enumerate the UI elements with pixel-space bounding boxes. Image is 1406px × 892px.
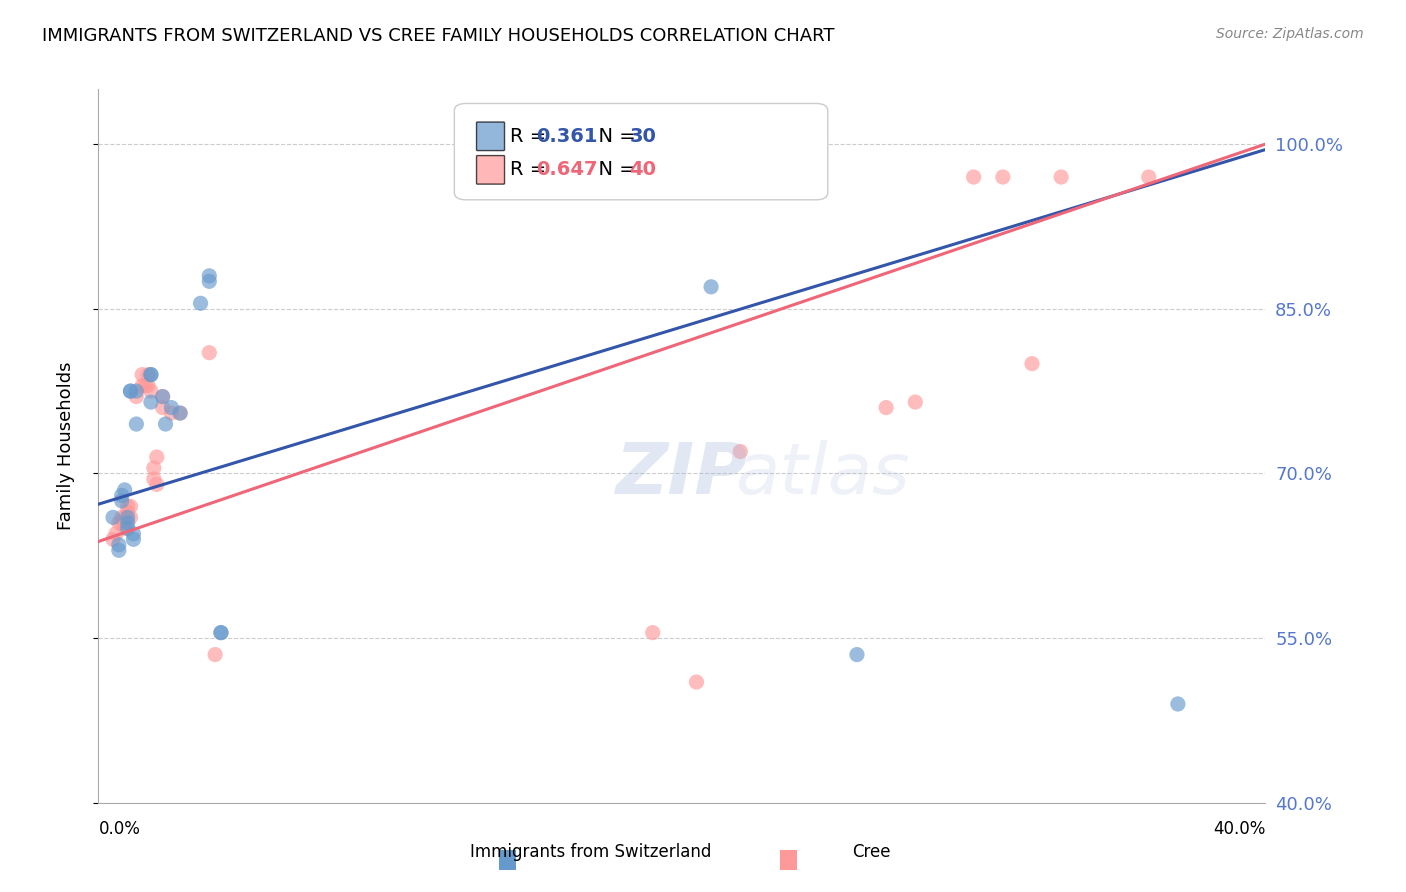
FancyBboxPatch shape [454,103,828,200]
Point [131,368,153,382]
Point [991,169,1014,184]
FancyBboxPatch shape [477,122,505,151]
Text: Immigrants from Switzerland: Immigrants from Switzerland [470,843,711,861]
Point [728,444,751,458]
Point [142,461,165,475]
Text: 0.0%: 0.0% [98,820,141,838]
Point [101,510,124,524]
Point [152,390,174,404]
Point [904,395,927,409]
Point [122,526,145,541]
Point [155,417,177,431]
Point [117,500,139,514]
Point [1050,169,1073,184]
Point [1021,357,1043,371]
Text: R =: R = [510,161,553,179]
Point [114,483,136,497]
Point [114,510,136,524]
Point [139,368,162,382]
Point [152,390,174,404]
Point [114,516,136,530]
Point [111,494,134,508]
Text: ZIP: ZIP [616,440,748,509]
Point [122,533,145,547]
Point [204,648,226,662]
Point [146,450,169,464]
Y-axis label: Family Households: Family Households [56,362,75,530]
Point [209,625,232,640]
Point [136,368,159,382]
Text: Cree: Cree [852,843,891,861]
Text: Source: ZipAtlas.com: Source: ZipAtlas.com [1216,27,1364,41]
Point [111,516,134,530]
Point [114,521,136,535]
Point [120,510,142,524]
Point [1167,697,1189,711]
Point [111,488,134,502]
Point [845,648,868,662]
Point [160,406,183,420]
Point [117,516,139,530]
Point [198,268,221,283]
Point [962,169,984,184]
Point [146,477,169,491]
Point [198,345,221,359]
Point [139,368,162,382]
Point [1137,169,1160,184]
Point [700,169,723,184]
Point [641,625,664,640]
Point [125,384,148,398]
Point [120,384,142,398]
Point [108,538,131,552]
Point [139,395,162,409]
Text: 40.0%: 40.0% [1213,820,1265,838]
Point [125,417,148,431]
Point [108,543,131,558]
Point [190,296,212,310]
Point [125,390,148,404]
Point [120,384,142,398]
Point [108,516,131,530]
Point [104,526,127,541]
FancyBboxPatch shape [477,155,505,184]
Point [111,510,134,524]
Text: N =: N = [586,127,643,145]
Text: 40: 40 [630,161,657,179]
Text: N =: N = [586,161,643,179]
Text: R =: R = [510,127,553,145]
Text: 0.361: 0.361 [536,127,598,145]
Point [139,384,162,398]
Point [152,401,174,415]
Point [875,401,897,415]
Point [117,510,139,524]
Point [134,378,156,392]
Point [160,401,183,415]
Point [198,274,221,288]
Point [169,406,191,420]
Point [136,378,159,392]
Point [117,505,139,519]
Text: 30: 30 [630,127,657,145]
Point [169,406,191,420]
Point [101,533,124,547]
Point [142,472,165,486]
Text: 0.647: 0.647 [536,161,598,179]
Point [685,675,707,690]
Point [120,500,142,514]
Point [131,378,153,392]
Text: atlas: atlas [735,440,910,509]
Text: IMMIGRANTS FROM SWITZERLAND VS CREE FAMILY HOUSEHOLDS CORRELATION CHART: IMMIGRANTS FROM SWITZERLAND VS CREE FAMI… [42,27,835,45]
Point [117,521,139,535]
Point [700,280,723,294]
Point [209,625,232,640]
